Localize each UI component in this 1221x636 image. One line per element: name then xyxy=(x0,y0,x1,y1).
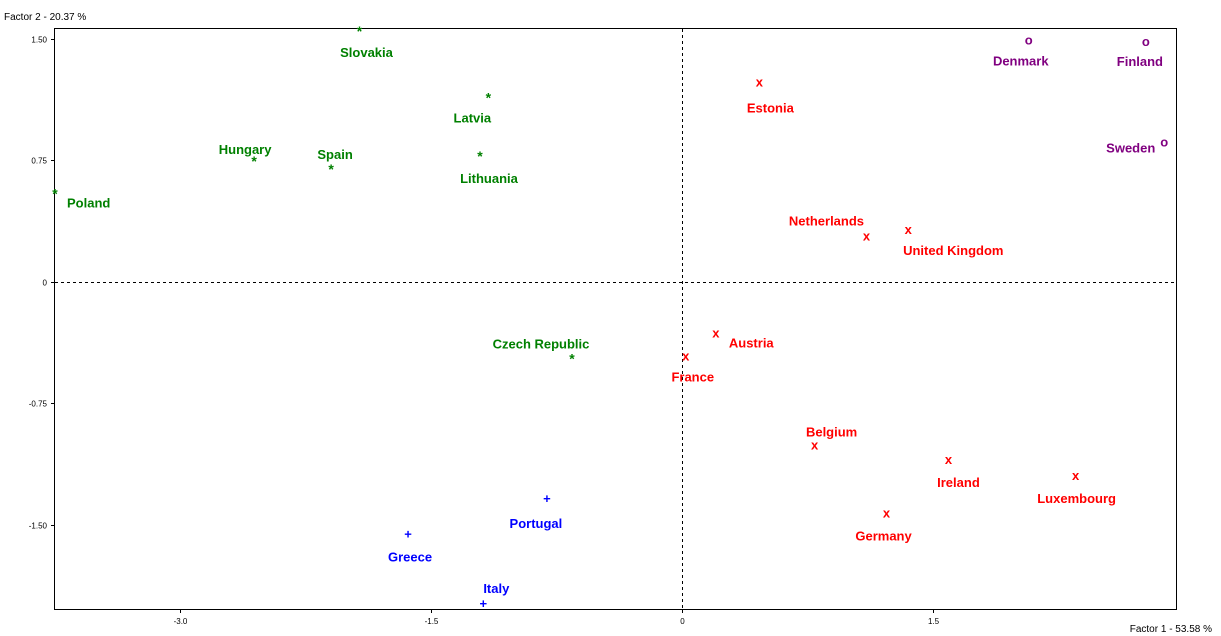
x-tick-label: -1.5 xyxy=(425,617,439,626)
x-tick-label: 1.5 xyxy=(928,617,940,626)
point-label: Slovakia xyxy=(340,45,394,60)
point-marker: * xyxy=(328,161,334,177)
point-label: France xyxy=(671,369,714,384)
point-marker: o xyxy=(1160,134,1168,149)
data-points: *Slovakia*Latvia*Lithuania*Hungary*Spain… xyxy=(52,23,1168,611)
point-marker: * xyxy=(477,148,483,164)
point-marker: x xyxy=(1072,468,1080,483)
point-marker: x xyxy=(811,437,819,452)
point-marker: o xyxy=(1142,34,1150,49)
point-label: Portugal xyxy=(510,516,563,531)
point-marker: o xyxy=(1025,32,1033,47)
point-label: United Kingdom xyxy=(903,243,1003,258)
point-label: Netherlands xyxy=(789,213,864,228)
y-tick-label: 0.75 xyxy=(31,157,47,166)
plot-frame xyxy=(54,28,1177,610)
point-label: Spain xyxy=(317,147,352,162)
point-label: Czech Republic xyxy=(493,337,590,352)
point-marker: * xyxy=(52,185,58,201)
point-label: Germany xyxy=(855,528,912,543)
point-marker: * xyxy=(251,153,257,169)
y-tick-label: -0.75 xyxy=(29,400,48,409)
point-marker: * xyxy=(486,90,492,106)
point-marker: * xyxy=(357,23,363,39)
y-tick-label: -1.50 xyxy=(29,522,48,531)
point-label: Sweden xyxy=(1106,140,1155,155)
point-label: Ireland xyxy=(937,475,980,490)
point-marker: + xyxy=(543,491,551,506)
point-marker: x xyxy=(905,222,913,237)
point-label: Latvia xyxy=(454,111,492,126)
point-marker: x xyxy=(756,74,764,89)
point-label: Hungary xyxy=(219,142,273,157)
point-label: Poland xyxy=(67,195,110,210)
point-label: Denmark xyxy=(993,53,1049,68)
point-label: Belgium xyxy=(806,424,857,439)
point-label: Finland xyxy=(1117,54,1163,69)
point-marker: x xyxy=(863,228,871,243)
x-tick-label: -3.0 xyxy=(174,617,188,626)
point-marker: x xyxy=(682,348,690,363)
point-label: Austria xyxy=(729,336,775,351)
y-axis-caption: Factor 2 - 20.37 % xyxy=(4,12,86,23)
x-tick-label: 0 xyxy=(680,617,685,626)
point-label: Estonia xyxy=(747,100,795,115)
y-tick-label: 0 xyxy=(43,279,48,288)
point-label: Italy xyxy=(483,581,510,596)
point-marker: + xyxy=(480,596,488,611)
point-marker: + xyxy=(404,526,412,541)
point-label: Greece xyxy=(388,549,432,564)
axis-ticks: -3.0 -1.5 0 1.51.500.750-0.75-1.50 xyxy=(29,36,940,627)
x-axis-caption: Factor 1 - 53.58 % xyxy=(1130,624,1212,635)
point-marker: x xyxy=(945,452,953,467)
point-label: Luxembourg xyxy=(1037,491,1116,506)
y-tick-label: 1.50 xyxy=(31,36,47,45)
point-marker: * xyxy=(569,351,575,367)
point-marker: x xyxy=(883,505,891,520)
point-marker: x xyxy=(712,326,720,341)
point-label: Lithuania xyxy=(460,171,519,186)
